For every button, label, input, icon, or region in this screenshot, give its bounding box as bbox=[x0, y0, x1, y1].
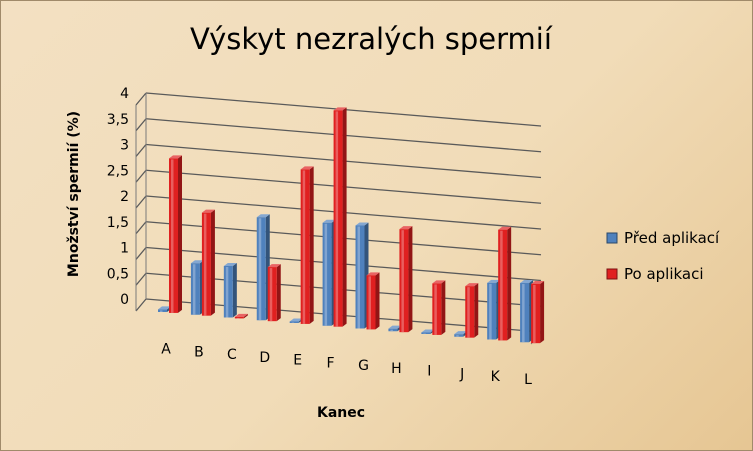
y-axis-title: Množství spermií (%) bbox=[66, 111, 82, 277]
y-tick-label: 0 bbox=[120, 292, 129, 308]
x-category-labels: A B C D E F G H I J K L bbox=[161, 342, 532, 388]
bar bbox=[234, 313, 248, 319]
chart-title: Výskyt nezralých spermií bbox=[190, 22, 553, 56]
legend-label: Před aplikací bbox=[624, 229, 720, 247]
bar bbox=[531, 280, 545, 344]
x-tick-label: C bbox=[227, 347, 237, 363]
y-tick-label: 0,5 bbox=[107, 266, 129, 282]
bar bbox=[333, 107, 347, 327]
x-tick-label: H bbox=[391, 361, 402, 377]
x-tick-label: J bbox=[459, 366, 464, 382]
gridline-side bbox=[135, 144, 147, 157]
legend-swatch bbox=[606, 268, 618, 280]
y-tick-label: 3,5 bbox=[107, 112, 129, 128]
x-tick-label: F bbox=[327, 355, 335, 371]
bar bbox=[267, 264, 281, 322]
gridline-side bbox=[135, 298, 147, 312]
gridline-side bbox=[135, 195, 147, 209]
bar bbox=[432, 280, 446, 335]
legend-item: Před aplikací bbox=[606, 229, 720, 247]
bar bbox=[366, 272, 380, 330]
x-axis-title: Kanec bbox=[317, 405, 365, 421]
gridline-side bbox=[135, 169, 147, 183]
bar bbox=[169, 155, 182, 313]
bar bbox=[498, 226, 512, 341]
legend-swatch bbox=[606, 232, 618, 244]
x-tick-label: I bbox=[427, 364, 431, 380]
x-tick-label: B bbox=[194, 344, 204, 360]
gridline-side bbox=[135, 272, 147, 286]
gridline-side bbox=[135, 92, 147, 106]
y-tick-label: 4 bbox=[120, 86, 129, 102]
x-tick-label: K bbox=[491, 369, 501, 385]
bar bbox=[201, 209, 215, 316]
y-tick-labels: 0 0,5 1 1,5 2 2,5 3 3,5 4 bbox=[107, 86, 129, 308]
y-tick-label: 2,5 bbox=[107, 163, 129, 179]
y-tick-label: 1,5 bbox=[107, 215, 129, 231]
gridline-side bbox=[135, 118, 147, 132]
x-tick-label: A bbox=[161, 342, 171, 358]
x-tick-label: D bbox=[259, 350, 270, 366]
legend-label: Po aplikaci bbox=[624, 265, 704, 283]
legend: Před aplikací Po aplikaci bbox=[606, 229, 720, 283]
x-tick-label: G bbox=[358, 358, 369, 374]
gridline-side bbox=[135, 221, 147, 235]
bars bbox=[158, 107, 545, 344]
y-tick-label: 3 bbox=[120, 138, 129, 154]
y-tick-label: 2 bbox=[120, 189, 129, 205]
y-tick-label: 1 bbox=[120, 241, 129, 257]
bar bbox=[223, 263, 237, 318]
legend-item: Po aplikaci bbox=[606, 265, 704, 283]
bar bbox=[465, 283, 479, 338]
x-tick-label: L bbox=[524, 372, 532, 388]
bar bbox=[399, 226, 413, 333]
x-tick-label: E bbox=[293, 353, 302, 369]
bar bbox=[300, 166, 314, 324]
gridline-side bbox=[135, 247, 147, 260]
